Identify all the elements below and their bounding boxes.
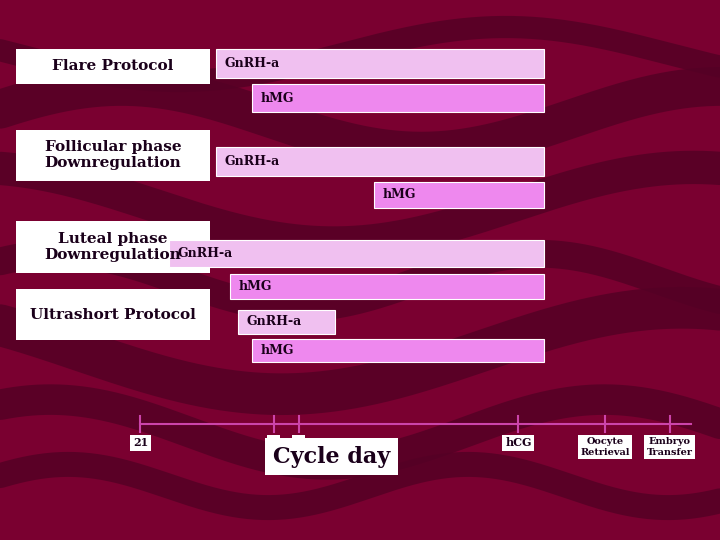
- Text: Follicular phase
Downregulation: Follicular phase Downregulation: [45, 140, 181, 170]
- Text: 1: 1: [270, 437, 277, 448]
- Text: GnRH-a: GnRH-a: [225, 155, 280, 168]
- Text: hMG: hMG: [239, 280, 273, 293]
- Text: 2: 2: [295, 437, 302, 448]
- FancyBboxPatch shape: [216, 49, 544, 78]
- FancyBboxPatch shape: [16, 49, 210, 84]
- FancyBboxPatch shape: [374, 182, 544, 208]
- Text: GnRH-a: GnRH-a: [178, 247, 233, 260]
- FancyBboxPatch shape: [252, 339, 544, 362]
- FancyBboxPatch shape: [252, 84, 544, 112]
- Text: GnRH-a: GnRH-a: [246, 315, 302, 328]
- Text: Cycle day: Cycle day: [273, 446, 390, 468]
- Text: hMG: hMG: [261, 92, 294, 105]
- Text: Flare Protocol: Flare Protocol: [53, 59, 174, 73]
- FancyBboxPatch shape: [230, 274, 544, 299]
- FancyBboxPatch shape: [238, 310, 335, 334]
- Text: hMG: hMG: [383, 188, 417, 201]
- Text: Luteal phase
Downregulation: Luteal phase Downregulation: [45, 232, 181, 262]
- Text: hCG: hCG: [505, 437, 531, 448]
- Text: 21: 21: [132, 437, 148, 448]
- FancyBboxPatch shape: [16, 130, 210, 181]
- FancyBboxPatch shape: [16, 289, 210, 340]
- FancyBboxPatch shape: [169, 240, 544, 267]
- Text: Embryo
Transfer: Embryo Transfer: [647, 437, 693, 457]
- FancyBboxPatch shape: [16, 221, 210, 273]
- Text: Ultrashort Protocol: Ultrashort Protocol: [30, 308, 196, 321]
- Text: Oocyte
Retrieval: Oocyte Retrieval: [580, 437, 629, 457]
- Text: GnRH-a: GnRH-a: [225, 57, 280, 70]
- Text: hMG: hMG: [261, 344, 294, 357]
- FancyBboxPatch shape: [216, 147, 544, 176]
